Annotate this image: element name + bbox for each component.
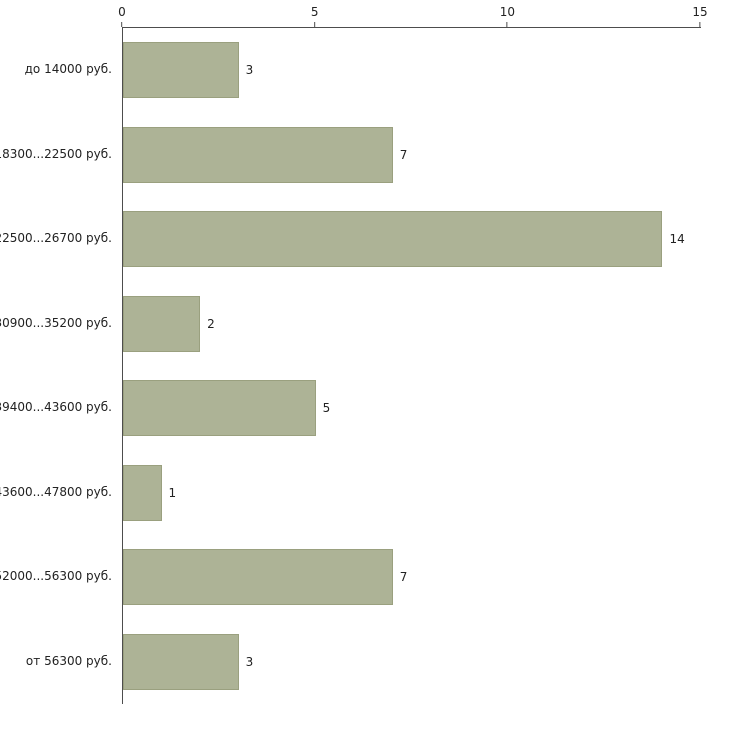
tick-mark <box>506 22 508 27</box>
bar <box>123 295 201 352</box>
chart-row: 3 <box>123 28 701 113</box>
chart-row: 2 <box>123 282 701 367</box>
category-label: 39400...43600 руб. <box>0 400 112 415</box>
chart-row: 7 <box>123 535 701 620</box>
bar <box>123 549 393 606</box>
chart-row: 14 <box>123 197 701 282</box>
value-label: 7 <box>399 570 408 585</box>
chart-row: 5 <box>123 366 701 451</box>
x-tick-label: 5 <box>310 5 319 19</box>
category-label: 22500...26700 руб. <box>0 231 112 246</box>
value-label: 5 <box>322 401 331 416</box>
tick-mark <box>121 22 123 27</box>
bar <box>123 380 316 437</box>
bar-rows: 3 7 14 2 5 1 7 3 <box>123 28 701 704</box>
value-label: 3 <box>245 654 254 669</box>
category-label: 52000...56300 руб. <box>0 569 112 584</box>
category-label: 43600...47800 руб. <box>0 484 112 499</box>
bar <box>123 464 162 521</box>
chart-row: 7 <box>123 113 701 198</box>
plot-area: 3 7 14 2 5 1 7 3 <box>122 27 701 704</box>
chart-row: 3 <box>123 620 701 705</box>
bar <box>123 126 393 183</box>
category-label: 18300...22500 руб. <box>0 146 112 161</box>
category-label: от 56300 руб. <box>25 653 112 668</box>
category-label: до 14000 руб. <box>24 62 112 77</box>
value-label: 7 <box>399 147 408 162</box>
x-tick-label: 10 <box>499 5 515 19</box>
value-label: 1 <box>168 485 177 500</box>
chart-row: 1 <box>123 451 701 536</box>
tick-mark <box>699 22 701 27</box>
category-label: 30900...35200 руб. <box>0 315 112 330</box>
value-label: 3 <box>245 63 254 78</box>
x-tick-label: 15 <box>692 5 708 19</box>
bar <box>123 211 663 268</box>
x-tick-label: 0 <box>118 5 126 19</box>
value-label: 14 <box>669 232 685 247</box>
x-axis-ticks: 0 5 10 15 <box>118 0 708 27</box>
tick-mark <box>314 22 316 27</box>
value-label: 2 <box>207 316 215 331</box>
category-labels-column: до 14000 руб. 18300...22500 руб. 22500...2… <box>0 27 118 703</box>
bar <box>123 633 239 690</box>
bar <box>123 42 239 99</box>
